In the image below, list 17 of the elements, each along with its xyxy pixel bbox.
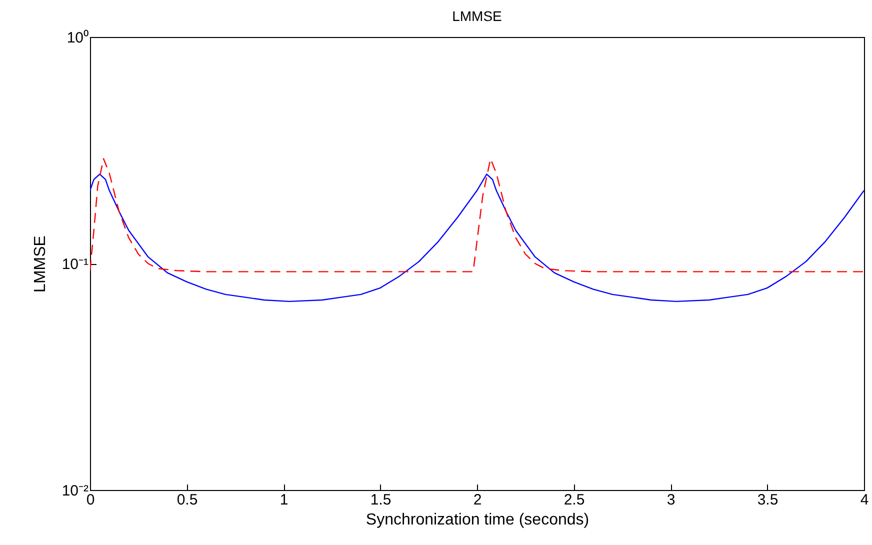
x-tick-label: 2.5 [564,492,585,508]
y-tick-label: 10⁻² [62,482,88,500]
x-tick-label: 0 [86,492,95,508]
y-axis-title: LMMSE [32,236,49,292]
x-tick-label: 3 [666,492,676,508]
line-series [90,158,864,272]
x-tick-label: 1 [280,492,288,508]
y-tick-label: 10⁻¹ [62,256,88,273]
x-tick-label: 4 [860,492,869,508]
chart-title: LMMSE [452,8,502,24]
x-tick-label: 2 [473,492,482,508]
y-tick-label: 10⁰ [66,30,88,46]
x-tick-label: 3.5 [757,492,778,508]
line-series [90,174,864,302]
x-axis-title: Synchronization time (seconds) [366,512,590,528]
x-tick-label: 0.5 [176,492,198,508]
x-tick-label: 1.5 [370,492,392,508]
